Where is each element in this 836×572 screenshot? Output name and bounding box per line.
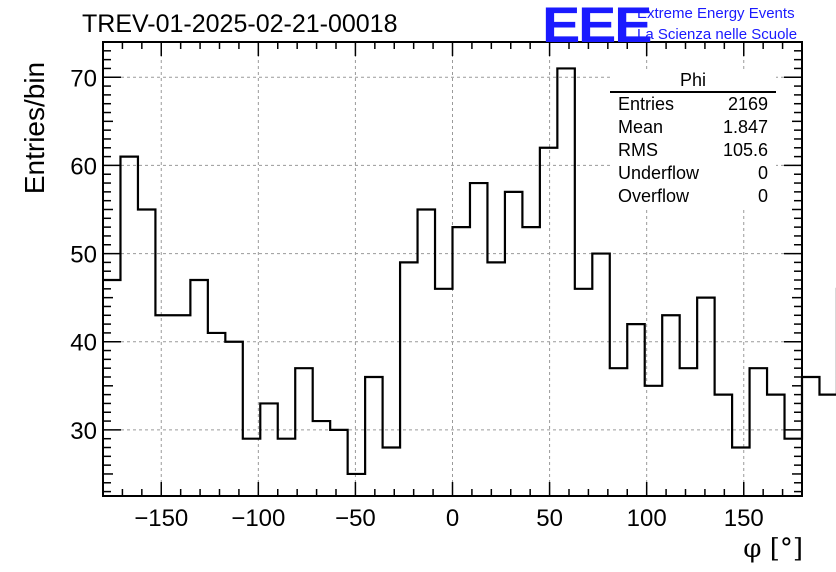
logo-line-2: La Scienza nelle Scuole xyxy=(637,26,798,43)
y-tick-label: 40 xyxy=(70,330,97,357)
stat-name: Overflow xyxy=(618,186,690,206)
stat-row-rms: RMS 105.6 xyxy=(610,139,776,162)
plot-frame xyxy=(102,41,803,497)
x-tick-label: 100 xyxy=(627,505,667,532)
x-tick-label: 0 xyxy=(446,505,459,532)
x-tick-label: −100 xyxy=(231,505,285,532)
stat-row-mean: Mean 1.847 xyxy=(610,116,776,139)
stat-row-underflow: Underflow 0 xyxy=(610,162,776,185)
x-axis-label: φ [°] xyxy=(743,534,803,564)
logo-line-1: Extreme Energy Events xyxy=(637,5,795,22)
stat-value: 2169 xyxy=(727,94,768,114)
stat-row-entries: Entries 2169 xyxy=(610,93,776,116)
y-tick-label: 70 xyxy=(70,65,97,92)
histogram-line xyxy=(103,67,836,476)
x-tick-label: 50 xyxy=(536,505,563,532)
stat-name: Underflow xyxy=(618,163,700,183)
x-tick-label: −50 xyxy=(335,505,376,532)
y-tick-label: 50 xyxy=(70,242,97,269)
stats-box: Phi Entries 2169 Mean 1.847 RMS 105.6 Un… xyxy=(610,70,776,208)
y-tick-label: 60 xyxy=(70,153,97,180)
stat-name: Entries xyxy=(618,94,675,114)
stat-value: 0 xyxy=(757,163,768,183)
eee-logo: EEE xyxy=(542,0,652,53)
stat-name: RMS xyxy=(618,140,658,160)
stat-value: 0 xyxy=(757,186,768,206)
stats-title: Phi xyxy=(610,70,776,93)
y-tick-label: 30 xyxy=(70,418,97,445)
y-axis-label: Entries/bin xyxy=(19,61,50,195)
stat-row-overflow: Overflow 0 xyxy=(610,185,776,208)
stat-name: Mean xyxy=(618,117,664,137)
stat-value: 1.847 xyxy=(722,117,768,137)
chart-title: TREV-01-2025-02-21-00018 xyxy=(82,10,398,38)
stat-value: 105.6 xyxy=(722,140,768,160)
x-tick-label: 150 xyxy=(724,505,764,532)
x-tick-label: −150 xyxy=(134,505,188,532)
